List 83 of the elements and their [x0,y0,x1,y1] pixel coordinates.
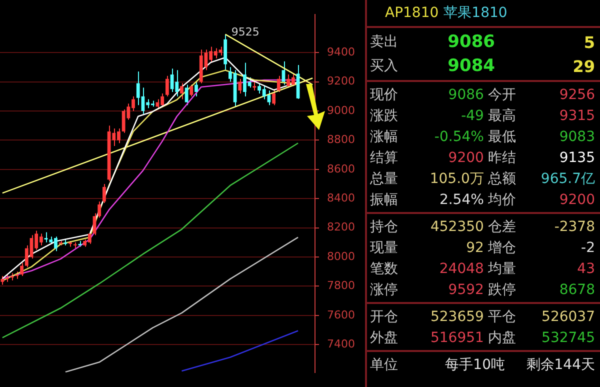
text: 92 [465,240,484,256]
candlestick [190,84,194,97]
text: 涨跌 [370,106,399,124]
text: -2378 [553,218,595,234]
text: 仓差 [486,218,517,236]
text: 今开 [486,86,517,104]
text: 卖出 [370,33,399,51]
text: 9592 [447,282,484,298]
text: 532745 [540,330,595,346]
text: 现量 [370,238,399,256]
y-tick-label: 7600 [327,308,355,322]
text: 外盘 [370,328,399,346]
text: 105.0万 [428,170,484,188]
text: 结算 [370,148,399,166]
text: 29 [572,56,595,76]
text: 452350 [429,218,484,234]
text: 9256 [558,86,595,102]
text: -0.54% [433,128,484,144]
candlestick [272,88,276,106]
text: 最高 [486,106,517,124]
text: 9200 [447,150,484,166]
y-tick-label: 8200 [327,220,355,234]
text: 8678 [558,282,595,298]
text: AP1810 [385,5,439,21]
y-tick-label: 7400 [327,338,355,351]
text: 5 [582,32,595,52]
candlestick [238,78,242,94]
candlestick [276,75,280,92]
candlestick [44,232,48,243]
text: 516951 [429,330,484,346]
candlestick [180,82,184,100]
text: 单位 [370,356,399,374]
text: 2.54% [438,192,484,208]
candlestick [184,84,188,106]
text: 平仓 [486,308,517,326]
text: 开仓 [370,308,399,326]
y-tick-label: 9200 [327,74,355,88]
text: 523659 [429,308,484,324]
text: 买入 [370,57,399,75]
y-tick-label: 8400 [327,191,355,204]
candlestick [20,262,24,277]
text: 跌停 [486,280,517,298]
text: 笔数 [370,260,399,278]
candlestick [194,81,198,97]
text: 剩余144天 [525,356,595,374]
y-tick-label: 7800 [327,279,355,292]
candlestick [282,60,286,86]
text: 9083 [558,128,595,144]
candlestick [102,184,106,204]
text: 苹果1810 [444,4,508,22]
text: 持仓 [370,218,399,236]
text: 每手10吨 [444,356,505,374]
text: 9200 [558,192,595,208]
y-tick-label: 8800 [327,133,355,146]
annotation: 9525 [231,26,260,39]
text: -49 [460,108,484,124]
text: 9315 [558,108,595,124]
text: 均价 [486,190,517,208]
text: -2 [580,240,595,256]
text: 526037 [540,308,595,324]
text: 9084 [446,56,495,76]
text: 涨停 [370,280,399,298]
text: 24048 [438,260,484,276]
y-tick-label: 9400 [327,45,355,58]
text: 总量 [370,170,399,188]
text: 965.7亿 [540,170,595,188]
text: 涨幅 [370,128,399,146]
y-tick-label: 8000 [327,250,355,263]
text: 均量 [486,260,517,278]
text: 现价 [370,86,399,104]
text: 9086 [447,86,484,102]
text: 最低 [486,128,517,146]
text: 昨结 [486,148,517,166]
text: 增仓 [486,238,517,256]
y-tick-label: 8600 [327,162,355,176]
text: 43 [576,260,595,276]
y-tick-label: 9000 [327,104,355,117]
text: 9086 [446,32,495,52]
text: 振幅 [370,190,399,208]
text: 9135 [558,150,595,166]
text: 内盘 [486,328,517,346]
candlestick [165,75,169,97]
text: 总额 [486,170,517,188]
